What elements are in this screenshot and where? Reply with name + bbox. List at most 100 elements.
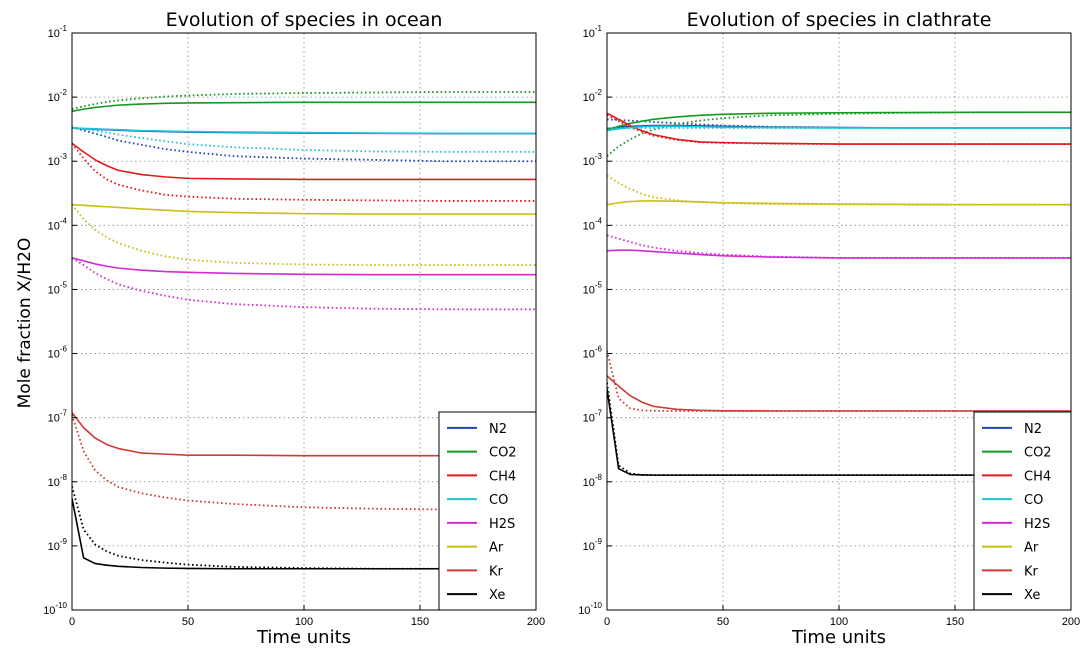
x-axis-label: Time units [256, 627, 351, 648]
y-tick-exponent: -2 [595, 88, 603, 97]
y-tick-exponent: -5 [595, 280, 603, 289]
legend-box [438, 411, 537, 611]
y-tick-exponent: -9 [595, 537, 603, 546]
series-xe-dotted [607, 382, 1071, 477]
y-tick-base: 10 [48, 92, 60, 104]
series-h2s-dotted [72, 257, 536, 311]
legend-item-xe: Xe [982, 588, 1040, 603]
series-co-dotted [72, 126, 536, 153]
legend-item-co: CO [447, 493, 508, 508]
x-tick-label: 0 [69, 616, 75, 628]
y-tick-exponent: -9 [60, 537, 68, 546]
y-tick-base: 10 [583, 541, 595, 553]
y-tick-exponent: -5 [60, 280, 68, 289]
y-tick-base: 10 [583, 220, 595, 232]
legend-label: CO2 [489, 446, 517, 461]
y-tick-label: 10-8 [583, 473, 603, 489]
y-tick-base: 10 [48, 284, 60, 296]
y-tick-base: 10 [583, 28, 595, 40]
series-co2-solid [607, 111, 1071, 131]
series-ar-solid [72, 203, 536, 215]
series-h2s-solid [72, 257, 536, 276]
y-tick-base: 10 [48, 349, 60, 361]
series-ar-dotted [72, 204, 536, 266]
legend-label: Ar [1024, 541, 1039, 556]
y-tick-base: 10 [578, 605, 590, 617]
series-co2-dotted [72, 91, 536, 110]
legend-label: Xe [489, 588, 505, 603]
legend-label: CO2 [1024, 446, 1052, 461]
legend-label: Ar [489, 541, 504, 556]
series-ar-dotted [607, 174, 1071, 206]
legend-item-co2: CO2 [982, 446, 1052, 461]
legend-item-h2s: H2S [447, 517, 515, 532]
legend-label: N2 [489, 422, 507, 437]
legend-item-n2: N2 [447, 422, 507, 437]
x-tick-label: 200 [1062, 616, 1080, 628]
y-tick-base: 10 [48, 220, 60, 232]
legend-label: CO [1024, 493, 1043, 508]
y-tick-label: 10-8 [48, 473, 68, 489]
y-tick-exponent: -2 [60, 88, 68, 97]
y-tick-label: 10-10 [578, 601, 602, 617]
legend-label: N2 [1024, 422, 1042, 437]
y-tick-exponent: -8 [60, 473, 68, 482]
series-ch4-dotted [72, 142, 536, 202]
y-tick-label: 10-2 [583, 88, 603, 104]
y-tick-base: 10 [583, 477, 595, 489]
y-tick-base: 10 [583, 349, 595, 361]
y-tick-exponent: -7 [595, 409, 603, 418]
series-xe-solid [607, 388, 1071, 476]
y-tick-base: 10 [48, 156, 60, 168]
legend-item-co2: CO2 [447, 446, 517, 461]
y-tick-label: 10-9 [583, 537, 603, 553]
series-co2-dotted [607, 111, 1071, 157]
series-ch4-solid [72, 142, 536, 181]
legend-item-ch4: CH4 [447, 469, 516, 484]
x-tick-label: 100 [295, 616, 313, 628]
legend-label: CO [489, 493, 508, 508]
x-tick-label: 200 [527, 616, 545, 628]
legend-item-xe: Xe [447, 588, 505, 603]
y-tick-label: 10-6 [48, 345, 68, 361]
y-tick-exponent: -7 [60, 409, 68, 418]
y-tick-label: 10-10 [43, 601, 67, 617]
y-tick-base: 10 [583, 92, 595, 104]
y-tick-exponent: -3 [60, 152, 68, 161]
y-tick-label: 10-3 [583, 152, 603, 168]
y-tick-label: 10-6 [583, 345, 603, 361]
y-tick-exponent: -4 [60, 216, 68, 225]
y-tick-label: 10-1 [48, 24, 68, 40]
legend-label: CH4 [489, 469, 516, 484]
y-tick-exponent: -10 [590, 601, 602, 610]
legend-item-ch4: CH4 [982, 469, 1051, 484]
legend-item-h2s: H2S [982, 517, 1050, 532]
y-tick-label: 10-4 [48, 216, 68, 232]
y-tick-label: 10-7 [48, 409, 68, 425]
y-tick-label: 10-2 [48, 88, 68, 104]
series-kr-dotted [607, 350, 1071, 412]
legend: N2 CO2 CH4 CO H2S Ar Kr Xe [973, 411, 1072, 611]
y-tick-base: 10 [583, 156, 595, 168]
y-tick-exponent: -6 [595, 345, 603, 354]
legend-label: H2S [1024, 517, 1050, 532]
series-xe-dotted [72, 486, 536, 570]
legend-label: Kr [1024, 564, 1039, 579]
chart-ocean: 0 50 100 150 20010-1010-910-810-710-610-510-… [43, 9, 545, 648]
series-kr-solid [607, 375, 1071, 412]
chart-clathrate: 0 50 100 150 20010-1010-910-810-710-610-510-… [578, 9, 1080, 648]
y-tick-base: 10 [583, 284, 595, 296]
x-tick-label: 0 [604, 616, 610, 628]
y-tick-base: 10 [48, 413, 60, 425]
x-tick-label: 150 [946, 616, 964, 628]
legend-label: H2S [489, 517, 515, 532]
series-co-solid [72, 127, 536, 135]
x-tick-label: 50 [182, 616, 194, 628]
legend-item-kr: Kr [982, 564, 1039, 579]
series-co-solid [607, 125, 1071, 132]
y-tick-label: 10-4 [583, 216, 603, 232]
legend-box [973, 411, 1072, 611]
series-n2-dotted [607, 118, 1071, 129]
x-axis-label: Time units [791, 627, 886, 648]
x-tick-label: 100 [830, 616, 848, 628]
